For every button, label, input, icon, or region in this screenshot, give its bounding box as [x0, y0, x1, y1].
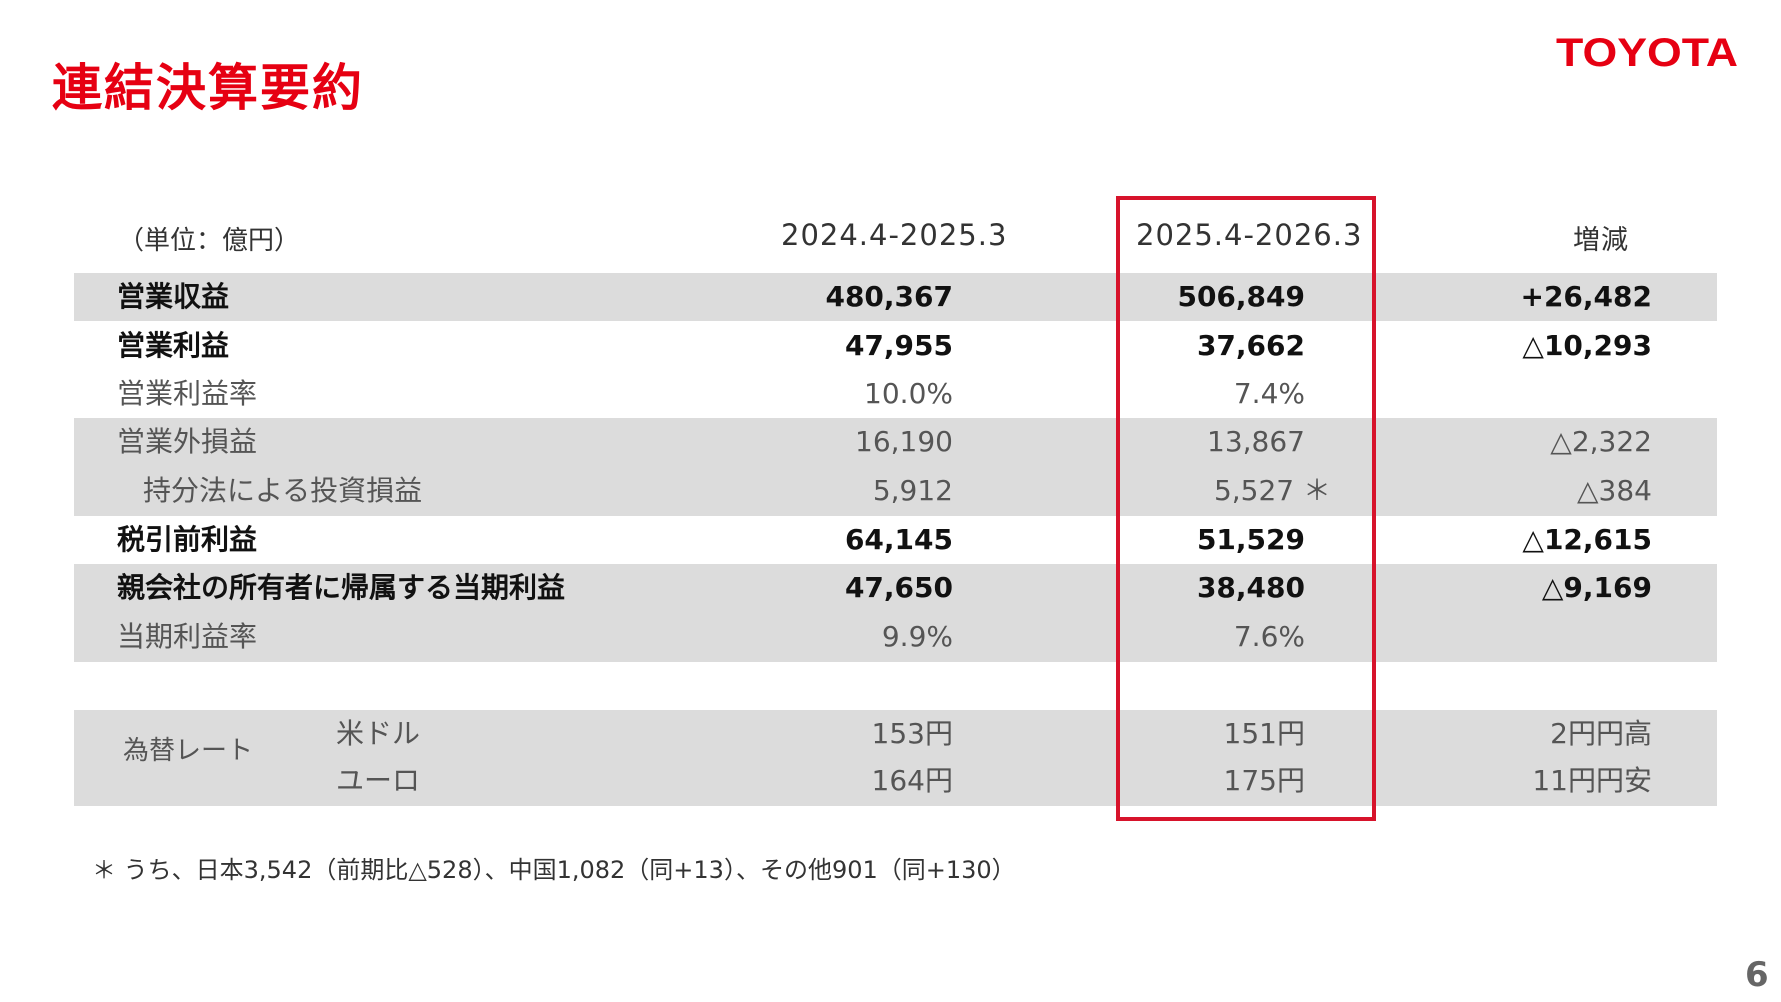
value-change: 11円円安: [1532, 764, 1652, 797]
value-change: 2円円高: [1550, 717, 1652, 750]
row-label: 営業利益: [117, 329, 230, 362]
row-label: ユーロ: [336, 764, 421, 797]
column-header-current-year: 2025.4-2026.3: [1136, 218, 1363, 252]
table-row-fx-usd: 米ドル 153円 151円 2円円高: [0, 710, 1781, 758]
value-current-year: 5,527 ＊: [1213, 474, 1331, 507]
value-prev-year: 47,650: [844, 571, 953, 604]
value-prev-year: 47,955: [844, 329, 953, 362]
page-title: 連結決算要約: [52, 59, 364, 117]
table-row-equity-method: 持分法による投資損益 5,912 5,527 ＊ △384: [0, 467, 1781, 515]
value-prev-year: 16,190: [855, 425, 953, 458]
unit-label: （単位：億円）: [118, 226, 301, 256]
value-current-year: 506,849: [1177, 280, 1305, 313]
toyota-logo: TOYOTA: [1556, 31, 1738, 75]
column-header-prev-year: 2024.4-2025.3: [781, 218, 1008, 252]
value-prev-year: 64,145: [844, 523, 953, 556]
value-change: △2,322: [1550, 425, 1652, 458]
table-row-fx-eur: ユーロ 164円 175円 11円円安: [0, 757, 1781, 805]
value-current-year: 7.6%: [1233, 620, 1305, 653]
value-prev-year: 10.0%: [864, 377, 953, 410]
table-row-operating-revenue: 営業収益 480,367 506,849 +26,482: [0, 273, 1781, 321]
table-row-pretax-income: 税引前利益 64,145 51,529 △12,615: [0, 516, 1781, 564]
value-current-year: 38,480: [1196, 571, 1305, 604]
fx-rate-label: 為替レート: [123, 736, 254, 766]
value-current-year: 37,662: [1196, 329, 1305, 362]
value-change: △12,615: [1522, 523, 1652, 556]
column-header-change: 増減: [1573, 225, 1629, 256]
table-row-operating-margin: 営業利益率 10.0% 7.4%: [0, 370, 1781, 418]
page-number: 6: [1745, 955, 1769, 995]
value-current-year: 7.4%: [1233, 377, 1305, 410]
value-current-year: 13,867: [1207, 425, 1305, 458]
table-row-non-operating: 営業外損益 16,190 13,867 △2,322: [0, 418, 1781, 466]
value-change: △9,169: [1541, 571, 1652, 604]
value-current-year: 51,529: [1196, 523, 1305, 556]
row-label: 営業外損益: [117, 425, 258, 458]
value-current-year: 175円: [1223, 764, 1305, 797]
value-change: +26,482: [1520, 280, 1652, 313]
table-row-net-income: 親会社の所有者に帰属する当期利益 47,650 38,480 △9,169: [0, 564, 1781, 612]
value-change: △10,293: [1522, 329, 1652, 362]
row-label: 営業利益率: [117, 377, 258, 410]
row-label: 持分法による投資損益: [143, 474, 423, 507]
table-row-operating-income: 営業利益 47,955 37,662 △10,293: [0, 322, 1781, 370]
value-change: △384: [1577, 474, 1652, 507]
value-prev-year: 153円: [871, 717, 953, 750]
row-label: 当期利益率: [117, 620, 258, 653]
svg-text:TOYOTA: TOYOTA: [1556, 31, 1738, 75]
value-prev-year: 480,367: [825, 280, 953, 313]
value-current-year: 151円: [1223, 717, 1305, 750]
row-band: [74, 564, 1717, 662]
row-band: [74, 710, 1717, 806]
value-prev-year: 9.9%: [881, 620, 953, 653]
row-label: 税引前利益: [117, 523, 258, 556]
value-prev-year: 5,912: [872, 474, 953, 507]
row-label: 営業収益: [117, 280, 230, 313]
row-label: 米ドル: [336, 717, 421, 750]
footnote: ＊ うち、日本3,542（前期比△528）、中国1,082（同+13）、その他9…: [92, 856, 1016, 884]
row-band: [74, 418, 1717, 516]
table-row-net-margin: 当期利益率 9.9% 7.6%: [0, 613, 1781, 661]
value-prev-year: 164円: [871, 764, 953, 797]
row-band: [74, 273, 1717, 321]
row-label: 親会社の所有者に帰属する当期利益: [117, 571, 566, 604]
